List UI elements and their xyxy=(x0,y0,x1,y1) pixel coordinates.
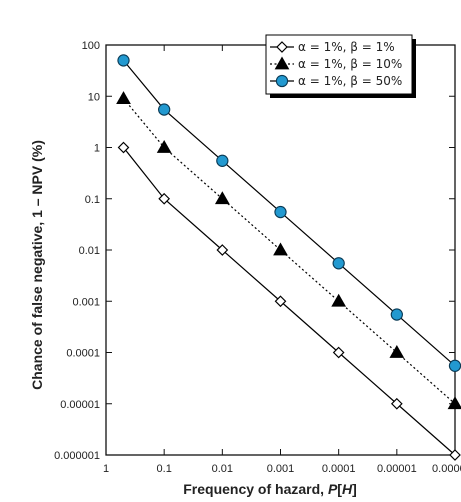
x-tick-label: 0.01 xyxy=(212,463,233,475)
series-1-point xyxy=(332,346,345,359)
y-tick-label: 0.001 xyxy=(72,296,100,308)
legend-marker-1 xyxy=(276,41,288,53)
legend-label-2: α = 1%, β = 10% xyxy=(298,57,402,71)
x-axis-title-main: Frequency of hazard, xyxy=(183,481,328,497)
series-2-point xyxy=(447,396,461,410)
legend-marker-3 xyxy=(275,74,289,88)
series-3-point xyxy=(448,359,461,372)
x-axis-title-close: ] xyxy=(352,481,357,497)
y-tick-label: 0.01 xyxy=(79,245,100,257)
series-2-point xyxy=(156,139,172,153)
series-2-point xyxy=(331,293,347,307)
x-axis-title-h: H xyxy=(342,481,353,497)
series-2-point xyxy=(116,91,131,104)
x-axis-title-open: [ xyxy=(337,481,342,497)
y-tick-label: 0.1 xyxy=(85,194,100,206)
series-3 xyxy=(117,54,461,372)
series-3-point xyxy=(158,103,171,116)
series-1-point xyxy=(216,244,229,256)
y-tick-label: 10 xyxy=(88,91,100,103)
series-3-point xyxy=(216,154,229,167)
series-2-line xyxy=(123,98,456,405)
legend-label-3: α = 1%, β = 50% xyxy=(298,74,402,88)
series-2 xyxy=(116,91,461,410)
series-1-line xyxy=(123,147,456,456)
y-tick-label: 0.0001 xyxy=(66,348,100,360)
series-3-line xyxy=(123,60,456,367)
series-1-point xyxy=(449,449,461,461)
series-1 xyxy=(117,141,461,461)
series-2-point xyxy=(273,242,288,256)
series-1-point xyxy=(117,141,130,154)
series-2-point xyxy=(214,191,230,205)
series-layer xyxy=(116,54,461,461)
legend: α = 1%, β = 1% α = 1%, β = 10% α = 1%, β =… xyxy=(265,34,416,98)
series-3-point xyxy=(332,257,345,270)
series-3-point xyxy=(390,308,403,321)
x-tick-label: 0.001 xyxy=(267,463,295,475)
series-3-point xyxy=(274,205,287,219)
y-axis-title: Chance of false negative, 1 – NPV (%) xyxy=(29,140,45,390)
x-axis-title: Frequency of hazard, P[H] xyxy=(183,481,357,497)
legend-box xyxy=(265,34,413,95)
x-tick-label: 1 xyxy=(103,463,109,475)
legend-marker-2 xyxy=(274,56,290,70)
series-2-point xyxy=(389,344,405,358)
x-tick-label: 0.0001 xyxy=(322,463,356,475)
x-tick-label: 0.1 xyxy=(157,463,172,475)
y-tick-label: 1 xyxy=(94,143,100,155)
x-tick-label: 0.000001 xyxy=(432,463,461,475)
x-axis-title-p: P xyxy=(328,481,338,497)
series-3-point xyxy=(117,54,130,67)
x-axis-ticks: 1 0.1 0.01 0.001 0.0001 0.00001 0.000001 xyxy=(103,45,461,475)
series-1-point xyxy=(158,192,171,205)
y-axis-ticks: 100 10 1 0.1 0.01 0.001 0.0001 0.00001 0.000001 xyxy=(54,40,455,462)
x-tick-label: 0.00001 xyxy=(377,463,417,475)
series-1-point xyxy=(390,397,403,410)
y-tick-label: 0.000001 xyxy=(54,450,100,462)
y-tick-label: 100 xyxy=(82,40,100,52)
series-1-point xyxy=(274,295,287,308)
y-tick-label: 0.00001 xyxy=(60,399,100,411)
legend-label-1: α = 1%, β = 1% xyxy=(298,40,395,54)
